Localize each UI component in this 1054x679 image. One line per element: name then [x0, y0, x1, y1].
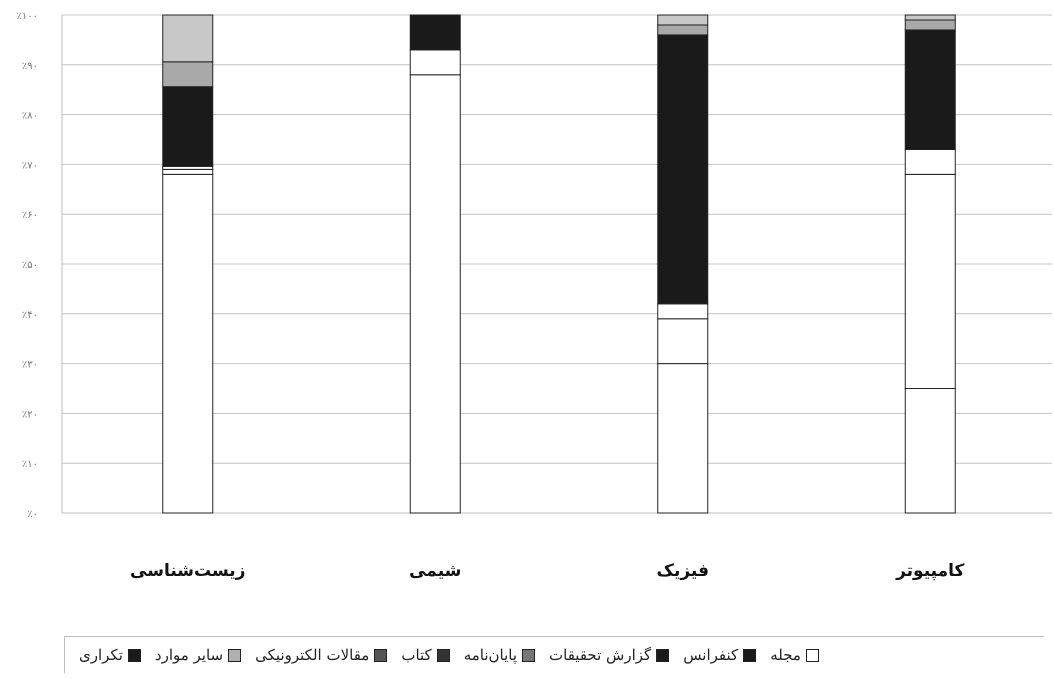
bar-segment: [409, 14, 461, 51]
bar-segment: [904, 388, 956, 514]
legend-label: پایان‌نامه: [463, 646, 518, 664]
y-tick-label: ٪۱۰۰: [17, 11, 38, 22]
legend-label: کتاب: [401, 646, 432, 664]
legend-swatch: [805, 648, 819, 662]
legend-item-e-articles: مقالات الکترونیکی: [255, 646, 388, 664]
y-tick-label: ٪۲۰: [22, 409, 38, 420]
bar-segment: [657, 24, 709, 36]
legend-item-duplicate: تکراری: [79, 646, 141, 664]
bar-segment: [904, 148, 956, 175]
bar-segment: [657, 14, 709, 26]
y-tick-label: ٪۸۰: [22, 111, 38, 122]
legend: تکراری سایر موارد مقالات الکترونیکی کتاب…: [64, 636, 1044, 673]
legend-swatch: [656, 648, 670, 662]
y-tick-label: ٪۷۰: [22, 160, 38, 171]
x-category-label: کامپیوتر: [895, 561, 964, 581]
legend-swatch: [127, 648, 141, 662]
bar-segment: [657, 363, 709, 514]
legend-item-journal: مجله: [770, 646, 819, 664]
legend-label: گزارش تحقیقات: [549, 646, 652, 664]
legend-swatch: [228, 648, 242, 662]
legend-item-other: سایر موارد: [154, 646, 242, 664]
legend-item-thesis: پایان‌نامه: [463, 646, 536, 664]
legend-swatch: [522, 648, 536, 662]
y-tick-label: ٪۳۰: [22, 360, 38, 371]
bar-segment: [904, 19, 956, 31]
x-category-label: فیزیک: [657, 561, 709, 581]
legend-label: مجله: [770, 646, 801, 664]
bar-segment: [657, 34, 709, 305]
bar-segment: [162, 173, 214, 514]
x-category-label: شیمی: [409, 561, 461, 581]
y-tick-label: ٪۱۰: [22, 459, 38, 470]
y-tick-label: ٪۶۰: [22, 210, 38, 221]
bar-segment: [904, 173, 956, 389]
legend-label: مقالات الکترونیکی: [255, 646, 370, 664]
legend-label: سایر موارد: [154, 646, 224, 664]
bar-segment: [162, 86, 214, 167]
x-category-label: زیست‌شناسی: [130, 561, 245, 581]
legend-label: تکراری: [79, 646, 123, 664]
y-tick-label: ٪۴۰: [22, 310, 38, 321]
bar-segment: [409, 74, 461, 514]
y-tick-label: ٪۰: [27, 509, 38, 520]
bar-segment: [162, 168, 214, 175]
y-tick-label: ٪۹۰: [22, 61, 38, 72]
bar-segment: [657, 303, 709, 320]
bar-segment: [904, 29, 956, 150]
bar-segment: [904, 14, 956, 21]
stacked-bar-chart: ٪۰ ٪۱۰ ٪۲۰ ٪۳۰ ٪۴۰ ٪۵۰ ٪۶۰ ٪۷۰ ٪۸۰ ٪۹۰ ٪۱۰۰ کامپیوت…: [17, 11, 1052, 581]
legend-swatch: [436, 648, 450, 662]
bar-segment: [162, 61, 214, 88]
legend-item-conference: کنفرانس: [683, 646, 757, 664]
legend-swatch: [743, 648, 757, 662]
bar-segment: [409, 49, 461, 76]
bar-segment: [162, 14, 214, 63]
legend-item-research-report: گزارش تحقیقات: [549, 646, 670, 664]
legend-swatch: [374, 648, 388, 662]
legend-item-book: کتاب: [401, 646, 450, 664]
bar-segment: [657, 318, 709, 365]
y-tick-label: ٪۵۰: [22, 260, 38, 271]
legend-label: کنفرانس: [683, 646, 739, 664]
